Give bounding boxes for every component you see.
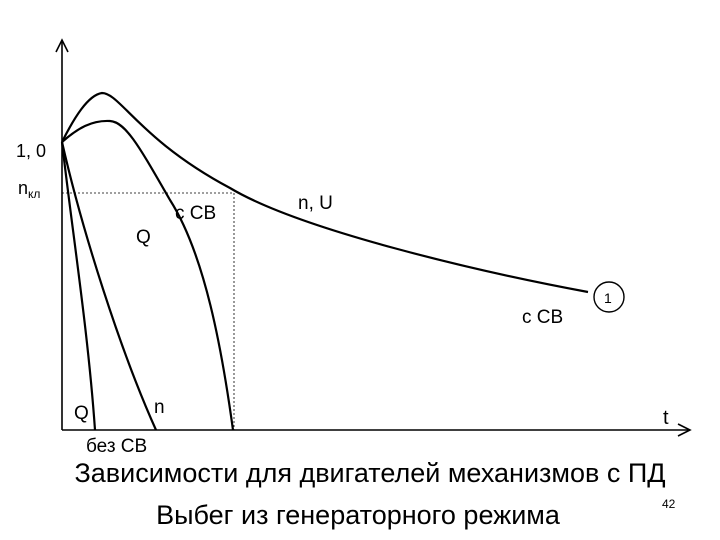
label-n-u: n, U <box>298 193 333 214</box>
curve-q-with-cv <box>61 119 235 431</box>
caption-line-2: Выбег из генераторного режима <box>156 500 560 530</box>
label-marker-1: 1 <box>604 290 612 306</box>
caption-line-1: Зависимости для двигателей механизмов с … <box>74 458 666 488</box>
label-t: t <box>663 407 669 429</box>
marker-circle-1 <box>593 281 625 313</box>
label-n-kl-sub: кл <box>28 187 40 201</box>
curve-n-u-with-cv <box>61 91 589 294</box>
label-bez-sv: без СВ <box>86 436 147 457</box>
label-q-upper: Q <box>136 227 151 248</box>
x-axis-arrow-icon <box>677 423 692 437</box>
label-s-sv-right: с СВ <box>522 307 563 328</box>
y-axis-arrow-icon <box>55 38 69 53</box>
label-n-kl-main: n <box>18 178 28 198</box>
page-number: 42 <box>662 497 676 511</box>
label-s-sv-upper: с СВ <box>175 203 216 224</box>
curve-n-without-cv <box>60 141 158 431</box>
label-n-lower: n <box>154 397 165 418</box>
label-n-kl: nкл <box>18 178 40 201</box>
label-one: 1, 0 <box>16 141 46 161</box>
label-q-lower: Q <box>74 403 89 424</box>
curve-q-without-cv <box>60 141 97 431</box>
